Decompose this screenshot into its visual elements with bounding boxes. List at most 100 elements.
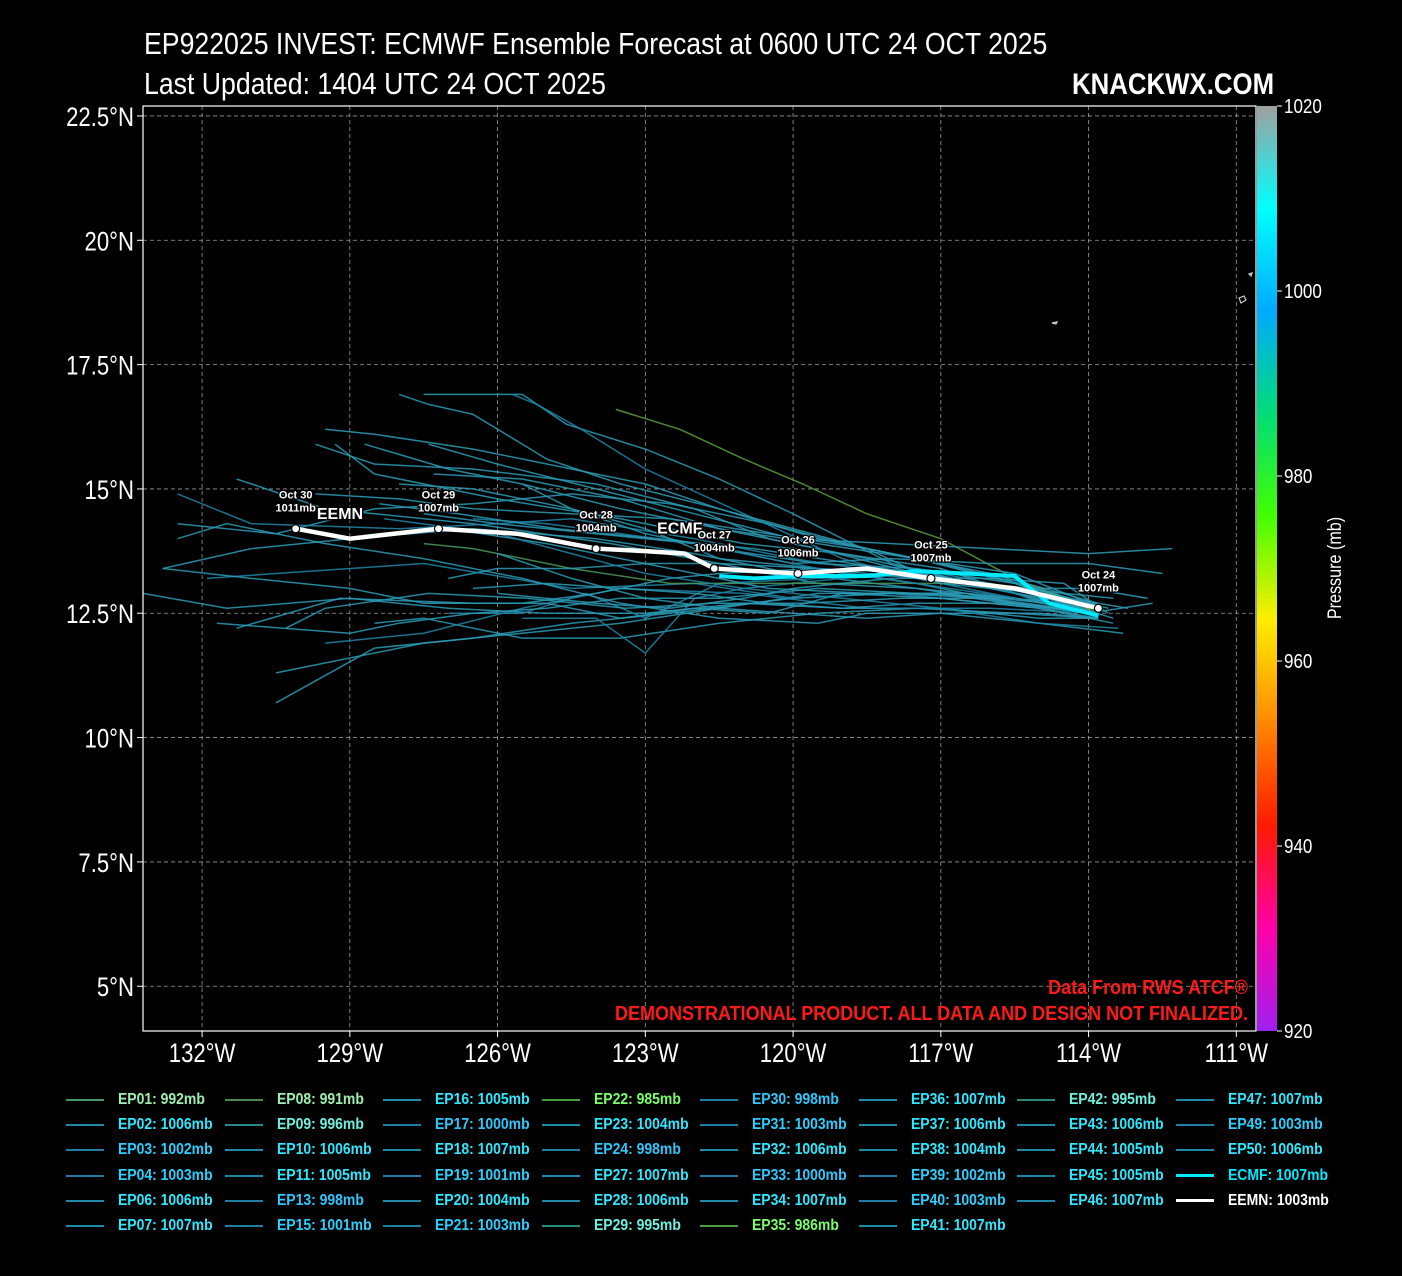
island-outline <box>1247 272 1253 278</box>
legend-swatch <box>224 1225 263 1227</box>
legend-label: EP24: 998mb <box>593 1141 681 1159</box>
legend-item-ep46: EP46: 1007mb <box>1017 1190 1174 1212</box>
legend-label: EP35: 986mb <box>752 1217 839 1234</box>
x-tick-label: 117°W <box>908 1039 974 1069</box>
legend-label: ECMF: 1007mb <box>1227 1166 1328 1184</box>
legend-label: EP07: 1007mb <box>118 1217 213 1234</box>
legend-item-ep29: EP29: 995mb <box>541 1215 691 1237</box>
legend-item-ep32: EP32: 1006mb <box>700 1139 857 1161</box>
x-tick-label: 123°W <box>612 1039 679 1069</box>
legend-item-ep17: EP17: 1000mb <box>383 1114 540 1136</box>
eemn-point <box>793 568 803 579</box>
legend: EP01: 992mb EP02: 1006mb EP03: 1002mb EP04:… <box>66 1089 1366 1249</box>
legend-item-ep45: EP45: 1005mb <box>1017 1165 1174 1187</box>
data-source-note: Data From RWS ATCF® <box>1048 977 1248 999</box>
legend-label: EP13: 998mb <box>276 1191 364 1209</box>
legend-label: EP23: 1004mb <box>593 1116 689 1134</box>
legend-swatch <box>1175 1199 1214 1203</box>
legend-item-ep16: EP16: 1005mb <box>383 1089 540 1111</box>
legend-item-ep04: EP04: 1003mb <box>66 1165 223 1187</box>
member-track <box>285 592 1099 629</box>
legend-label: EP10: 1006mb <box>276 1141 372 1159</box>
legend-item-ep06: EP06: 1006mb <box>66 1190 223 1212</box>
legend-label: EP01: 992mb <box>118 1091 205 1108</box>
legend-label: EP11: 1005mb <box>276 1166 371 1184</box>
legend-label: EP28: 1006mb <box>593 1191 689 1209</box>
colorbar-tick-label: 940 <box>1284 835 1312 858</box>
y-tick-label: 12.5°N <box>66 600 134 630</box>
legend-item-ep43: EP43: 1006mb <box>1017 1114 1174 1136</box>
legend-swatch <box>1017 1124 1055 1127</box>
legend-item-ep33: EP33: 1000mb <box>700 1165 857 1187</box>
legend-item-ep09: EP09: 996mb <box>224 1114 374 1136</box>
legend-swatch <box>541 1199 580 1202</box>
legend-item-ep50: EP50: 1006mb <box>1175 1139 1333 1161</box>
eemn-point <box>709 563 719 574</box>
member-track <box>325 587 1099 644</box>
x-tick-label: 114°W <box>1056 1039 1122 1069</box>
legend-swatch <box>224 1199 263 1202</box>
eemn-date-label: Oct 25 <box>914 539 948 551</box>
legend-label: EP42: 995mb <box>1069 1091 1156 1108</box>
member-track <box>398 393 1099 610</box>
legend-label: EP06: 1006mb <box>118 1191 213 1209</box>
legend-swatch <box>541 1124 580 1127</box>
member-track <box>325 428 1129 610</box>
legend-item-ep40: EP40: 1003mb <box>858 1190 1016 1212</box>
legend-label: EP41: 1007mb <box>910 1217 1006 1234</box>
y-tick-label: 7.5°N <box>78 849 134 879</box>
eemn-point <box>926 573 936 584</box>
legend-item-ep10: EP10: 1006mb <box>224 1139 382 1161</box>
eemn-pressure-label: 1006mb <box>778 547 819 559</box>
legend-swatch <box>224 1124 263 1127</box>
y-tick-label: 15°N <box>85 476 134 506</box>
y-tick-label: 22.5°N <box>66 103 134 133</box>
legend-label: EP38: 1004mb <box>910 1141 1006 1159</box>
colorbar-gradient <box>1257 106 1277 1031</box>
track-name-labels: EEMN ECMF <box>315 504 704 539</box>
legend-label: EP36: 1007mb <box>910 1091 1006 1108</box>
legend-item-ep19: EP19: 1001mb <box>383 1165 540 1187</box>
legend-swatch <box>1175 1174 1214 1178</box>
legend-label: EP45: 1005mb <box>1069 1166 1164 1184</box>
legend-label: EP49: 1003mb <box>1227 1116 1323 1134</box>
island-outline <box>1051 321 1059 325</box>
legend-label: EP09: 996mb <box>276 1116 364 1134</box>
legend-item-ep27: EP27: 1007mb <box>541 1165 699 1187</box>
legend-swatch <box>1175 1124 1214 1127</box>
x-tick-label: 120°W <box>760 1039 827 1069</box>
x-axis: 132°W 129°W 126°W 123°W 120°W 117°W 114°W 111°W <box>169 1031 1269 1069</box>
legend-label: EP15: 1001mb <box>276 1217 372 1234</box>
pressure-colorbar: 920 940 960 980 1000 1020 Pressure (mb) <box>1257 95 1345 1042</box>
legend-swatch <box>66 1225 104 1227</box>
y-axis: 5°N 7.5°N 10°N 12.5°N 15°N 17.5°N 20°N 22.5°N <box>66 103 143 1003</box>
legend-swatch <box>541 1174 580 1177</box>
member-track <box>236 592 1114 629</box>
member-track <box>428 443 1173 555</box>
legend-label: EP18: 1007mb <box>435 1141 530 1159</box>
legend-item-ep11: EP11: 1005mb <box>224 1165 381 1187</box>
legend-swatch <box>858 1225 897 1227</box>
legend-swatch <box>1017 1099 1055 1101</box>
grid <box>143 106 1256 1031</box>
eemn-pressure-label: 1007mb <box>418 503 459 515</box>
x-tick-label: 129°W <box>317 1039 384 1069</box>
legend-item-ep31: EP31: 1003mb <box>700 1114 857 1136</box>
legend-label: EP43: 1006mb <box>1069 1116 1164 1134</box>
legend-item-ep15: EP15: 1001mb <box>224 1215 382 1237</box>
legend-swatch <box>383 1174 421 1177</box>
legend-item-ep44: EP44: 1005mb <box>1017 1139 1174 1161</box>
legend-swatch <box>541 1225 580 1227</box>
legend-item-ep01: EP01: 992mb <box>66 1089 215 1111</box>
eemn-pressure-label: 1011mb <box>275 503 316 515</box>
legend-label: EP04: 1003mb <box>118 1166 213 1184</box>
legend-label: EP50: 1006mb <box>1227 1141 1323 1159</box>
legend-swatch <box>700 1225 738 1227</box>
member-track <box>448 527 1114 619</box>
island-outline <box>1238 295 1247 304</box>
legend-item-ep47: EP47: 1007mb <box>1175 1089 1333 1111</box>
legend-label: EP08: 991mb <box>276 1091 364 1108</box>
legend-item-ep39: EP39: 1002mb <box>858 1165 1016 1187</box>
